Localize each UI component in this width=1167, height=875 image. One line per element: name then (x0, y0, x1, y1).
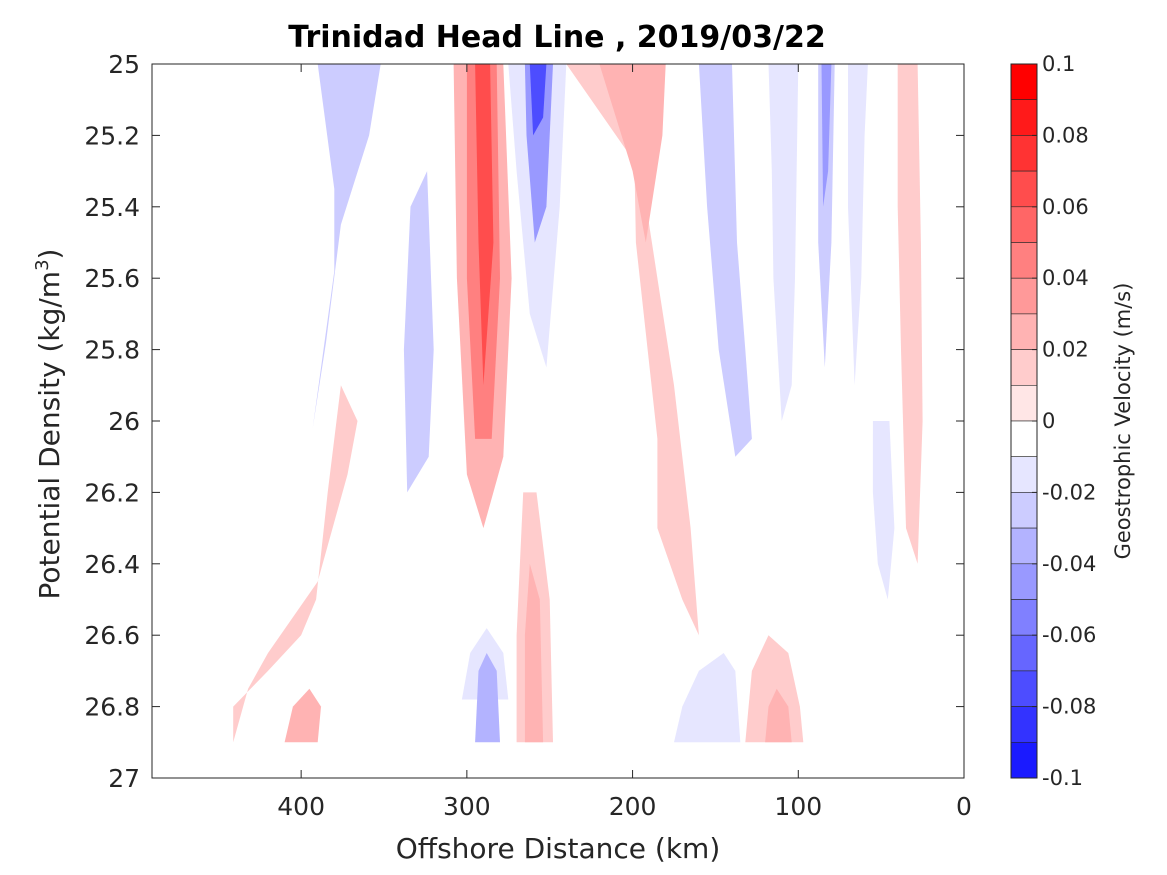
y-tick-label: 26.8 (84, 693, 140, 722)
colorbar-ticks: 0.1 0.08 0.06 0.04 0.02 0 -0.02 -0.04 -0.06 -0.08… (1032, 52, 1096, 790)
y-axis: 25 25.2 25.4 25.6 25.8 26 26.2 26.4 26.6 26.8 27 (84, 50, 964, 793)
y-tick-label: 25.6 (84, 264, 140, 293)
colorbar-cell (1010, 420, 1038, 458)
contour-region-13 (284, 688, 321, 743)
contour-region-27 (848, 64, 868, 386)
contour-region-21 (674, 653, 741, 743)
colorbar-tick-label: -0.02 (1042, 480, 1096, 504)
colorbar-cell (1010, 599, 1038, 636)
x-tick-label: 300 (443, 792, 491, 821)
contour-region-16 (566, 64, 699, 636)
y-tick-label: 25.4 (84, 193, 140, 222)
contour-region-28 (897, 64, 923, 564)
contour-region-20 (768, 64, 799, 421)
plot-area (151, 63, 965, 779)
colorbar-cell (1010, 706, 1038, 743)
contour-region-25 (818, 64, 835, 368)
x-axis: 400 300 200 100 0 (277, 64, 972, 821)
colorbar-label: Geostrophic Velocity (m/s) (1111, 283, 1135, 560)
colorbar-tick-label: -0.08 (1042, 695, 1096, 719)
contour-region-9 (529, 64, 547, 136)
colorbar-cell (1010, 527, 1038, 565)
colorbar-cell (1010, 170, 1038, 208)
contour-region-23 (765, 688, 792, 743)
colorbar-tick-label: 0.04 (1042, 266, 1089, 290)
y-axis-label: Potential Density (kg/m3) (32, 249, 66, 600)
y-tick-label: 25 (108, 50, 140, 79)
colorbar-cell (1010, 277, 1038, 315)
colorbar-tick-label: -0.1 (1042, 766, 1083, 790)
colorbar-cell (1010, 741, 1038, 779)
contour-region-29 (872, 421, 895, 600)
y-axis-label-main: Potential Density (kg/m (33, 271, 66, 600)
y-axis-label-close: ) (33, 249, 66, 260)
y-tick-label: 26.4 (84, 550, 140, 579)
colorbar-tick-label: 0.02 (1042, 338, 1089, 362)
contour-region-1 (312, 64, 381, 429)
colorbar-cell (1010, 313, 1038, 350)
contour-region-15 (524, 563, 544, 743)
contour-region-11 (475, 653, 500, 743)
contour-region-19 (698, 64, 752, 457)
colorbar-cell (1010, 492, 1038, 529)
y-tick-label: 26.2 (84, 478, 140, 507)
x-tick-label: 100 (774, 792, 822, 821)
colorbar-cell (1010, 135, 1038, 172)
colorbar-cell (1010, 634, 1038, 672)
colorbar-tick-label: 0 (1042, 409, 1055, 433)
colorbar-cell (1010, 206, 1038, 243)
colorbar-cell (1010, 384, 1038, 422)
contour-region-17 (599, 64, 666, 243)
contour-region-0 (152, 64, 278, 561)
y-axis-label-superscript: 3 (32, 259, 53, 270)
colorbar-tick-label: -0.06 (1042, 623, 1096, 647)
contour-region-26 (821, 64, 832, 207)
colorbar-cell (1010, 242, 1038, 279)
y-tick-label: 27 (108, 764, 140, 793)
x-axis-label: Offshore Distance (km) (396, 832, 721, 865)
colorbar-cell (1010, 349, 1038, 386)
chart-title: Trinidad Head Line , 2019/03/22 (288, 20, 825, 55)
colorbar-cell (1010, 63, 1038, 101)
contour-regions (152, 64, 923, 743)
x-tick-label: 0 (956, 792, 972, 821)
y-tick-label: 25.2 (84, 121, 140, 150)
colorbar-cell (1010, 563, 1038, 600)
x-tick-label: 400 (277, 792, 325, 821)
y-tick-label: 25.8 (84, 336, 140, 365)
colorbar-cells (1010, 63, 1038, 779)
colorbar-tick-label: 0.1 (1042, 52, 1075, 76)
x-tick-label: 200 (609, 792, 657, 821)
colorbar-cell (1010, 456, 1038, 493)
colorbar-tick-label: -0.04 (1042, 552, 1096, 576)
y-tick-label: 26 (108, 407, 140, 436)
colorbar-cell (1010, 670, 1038, 707)
colorbar: 0.1 0.08 0.06 0.04 0.02 0 -0.02 -0.04 -0.06 -0.08… (1010, 52, 1135, 790)
contour-region-3 (403, 171, 434, 493)
y-tick-label: 26.6 (84, 621, 140, 650)
colorbar-tick-label: 0.08 (1042, 123, 1089, 147)
colorbar-cell (1010, 99, 1038, 136)
contour-region-12 (233, 385, 358, 743)
colorbar-tick-label: 0.06 (1042, 195, 1089, 219)
contour-region-6 (475, 64, 494, 386)
